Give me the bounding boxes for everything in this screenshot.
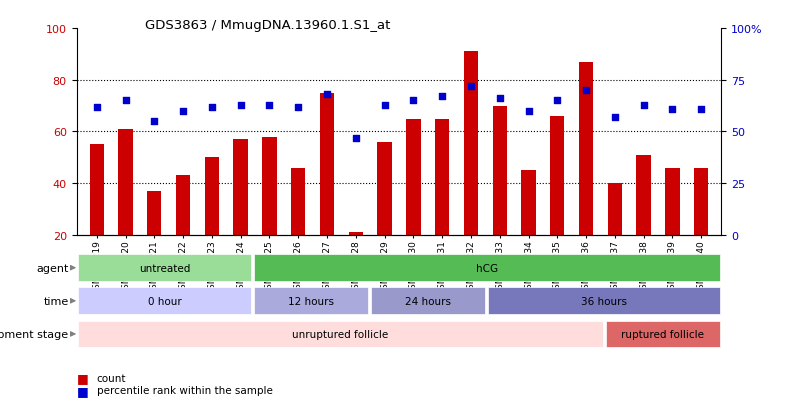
Point	[436, 94, 449, 100]
Text: percentile rank within the sample: percentile rank within the sample	[97, 385, 272, 395]
Text: hCG: hCG	[476, 263, 498, 273]
Text: unruptured follicle: unruptured follicle	[293, 329, 388, 339]
Point	[493, 96, 506, 102]
Bar	[320, 93, 334, 235]
Point	[147, 119, 160, 125]
Point	[90, 104, 103, 111]
Text: 12 hours: 12 hours	[288, 296, 334, 306]
Bar	[492, 106, 507, 235]
Text: ■: ■	[77, 384, 89, 397]
Point	[695, 106, 708, 113]
Bar	[234, 140, 247, 235]
FancyBboxPatch shape	[78, 288, 251, 314]
Point	[321, 92, 334, 98]
FancyBboxPatch shape	[78, 321, 603, 347]
Bar	[147, 192, 161, 235]
FancyBboxPatch shape	[254, 255, 720, 281]
Bar	[665, 169, 679, 235]
Point	[550, 98, 563, 104]
Point	[349, 135, 362, 142]
Point	[407, 98, 420, 104]
Bar	[406, 119, 421, 235]
Point	[206, 104, 218, 111]
Bar	[579, 62, 593, 235]
Point	[609, 114, 621, 121]
Bar	[118, 130, 133, 235]
FancyBboxPatch shape	[605, 321, 720, 347]
Bar	[521, 171, 536, 235]
Text: 36 hours: 36 hours	[581, 296, 627, 306]
Bar	[435, 119, 449, 235]
FancyBboxPatch shape	[371, 288, 485, 314]
Text: count: count	[97, 373, 127, 383]
Point	[464, 83, 477, 90]
Text: time: time	[44, 296, 69, 306]
Text: 24 hours: 24 hours	[405, 296, 451, 306]
FancyBboxPatch shape	[78, 255, 251, 281]
Point	[522, 108, 535, 115]
Bar	[377, 142, 392, 235]
Point	[378, 102, 391, 109]
Text: 0 hour: 0 hour	[147, 296, 181, 306]
Bar	[694, 169, 708, 235]
Bar	[291, 169, 305, 235]
Bar	[348, 233, 363, 235]
Point	[292, 104, 305, 111]
Point	[119, 98, 132, 104]
FancyBboxPatch shape	[254, 288, 368, 314]
FancyBboxPatch shape	[488, 288, 720, 314]
Bar	[176, 176, 190, 235]
Bar	[550, 116, 564, 235]
Bar	[637, 155, 650, 235]
Bar	[205, 158, 219, 235]
Text: development stage: development stage	[0, 329, 69, 339]
Point	[638, 102, 650, 109]
Bar	[463, 52, 478, 235]
Text: GDS3863 / MmugDNA.13960.1.S1_at: GDS3863 / MmugDNA.13960.1.S1_at	[145, 19, 390, 31]
Point	[666, 106, 679, 113]
Point	[235, 102, 247, 109]
Text: ■: ■	[77, 371, 89, 385]
Point	[177, 108, 189, 115]
Text: agent: agent	[36, 263, 69, 273]
Bar	[608, 184, 622, 235]
Text: untreated: untreated	[139, 263, 190, 273]
Point	[263, 102, 276, 109]
Bar	[89, 145, 104, 235]
Bar	[262, 137, 276, 235]
Text: ruptured follicle: ruptured follicle	[621, 329, 704, 339]
Point	[580, 88, 592, 94]
